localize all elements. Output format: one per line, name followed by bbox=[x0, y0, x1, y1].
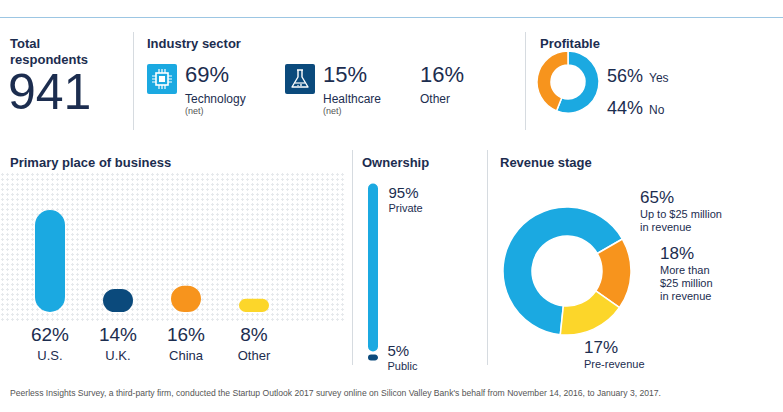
svg-text:8%: 8% bbox=[240, 324, 268, 345]
html-text:Healthcare: Healthcare bbox=[323, 92, 381, 106]
svg-text:62%: 62% bbox=[31, 324, 69, 345]
html-text:Ownership: Ownership bbox=[362, 155, 430, 170]
html-text:69%: 69% bbox=[185, 62, 229, 87]
html-text:Profitable: Profitable bbox=[540, 36, 600, 51]
html-text:56% Yes: 56% Yes bbox=[607, 66, 669, 86]
svg-text:5%: 5% bbox=[388, 342, 410, 359]
html-text:Peerless Insights Survey, a th: Peerless Insights Survey, a third-party … bbox=[10, 388, 661, 398]
svg-text:Public: Public bbox=[388, 360, 418, 372]
html-text:Pre-revenue: Pre-revenue bbox=[584, 358, 645, 370]
svg-text:16%: 16% bbox=[167, 324, 205, 345]
html-text:Primary place of business: Primary place of business bbox=[10, 155, 172, 170]
html-text:Industry sector: Industry sector bbox=[147, 36, 241, 51]
svg-text:14%: 14% bbox=[99, 324, 137, 345]
html-text:Total respondents: Total respondents bbox=[10, 36, 88, 67]
html-text:941: 941 bbox=[8, 64, 92, 120]
html-text:44% No: 44% No bbox=[607, 98, 665, 118]
svg-text:95%: 95% bbox=[389, 184, 419, 201]
html-text:(net): (net) bbox=[185, 106, 204, 116]
svg-text:Other: Other bbox=[238, 348, 271, 363]
svg-text:Private: Private bbox=[389, 202, 423, 214]
html-text:15%: 15% bbox=[323, 62, 367, 87]
svg-text:U.K.: U.K. bbox=[105, 348, 130, 363]
html-text:65%: 65% bbox=[640, 188, 674, 207]
html-text:Technology: Technology bbox=[185, 92, 246, 106]
html-text:16%: 16% bbox=[420, 62, 464, 87]
html-text:Up to $25 million in revenue: Up to $25 million in revenue bbox=[640, 208, 722, 233]
html-text:Other: Other bbox=[420, 92, 450, 106]
html-text:More than $25 million in reven: More than $25 million in revenue bbox=[660, 264, 713, 302]
html-text:17%: 17% bbox=[584, 338, 618, 357]
html-text:Revenue stage: Revenue stage bbox=[500, 155, 592, 170]
svg-text:U.S.: U.S. bbox=[37, 348, 62, 363]
html-text:(net): (net) bbox=[323, 106, 342, 116]
svg-text:China: China bbox=[169, 348, 204, 363]
html-text:18%: 18% bbox=[660, 244, 694, 263]
